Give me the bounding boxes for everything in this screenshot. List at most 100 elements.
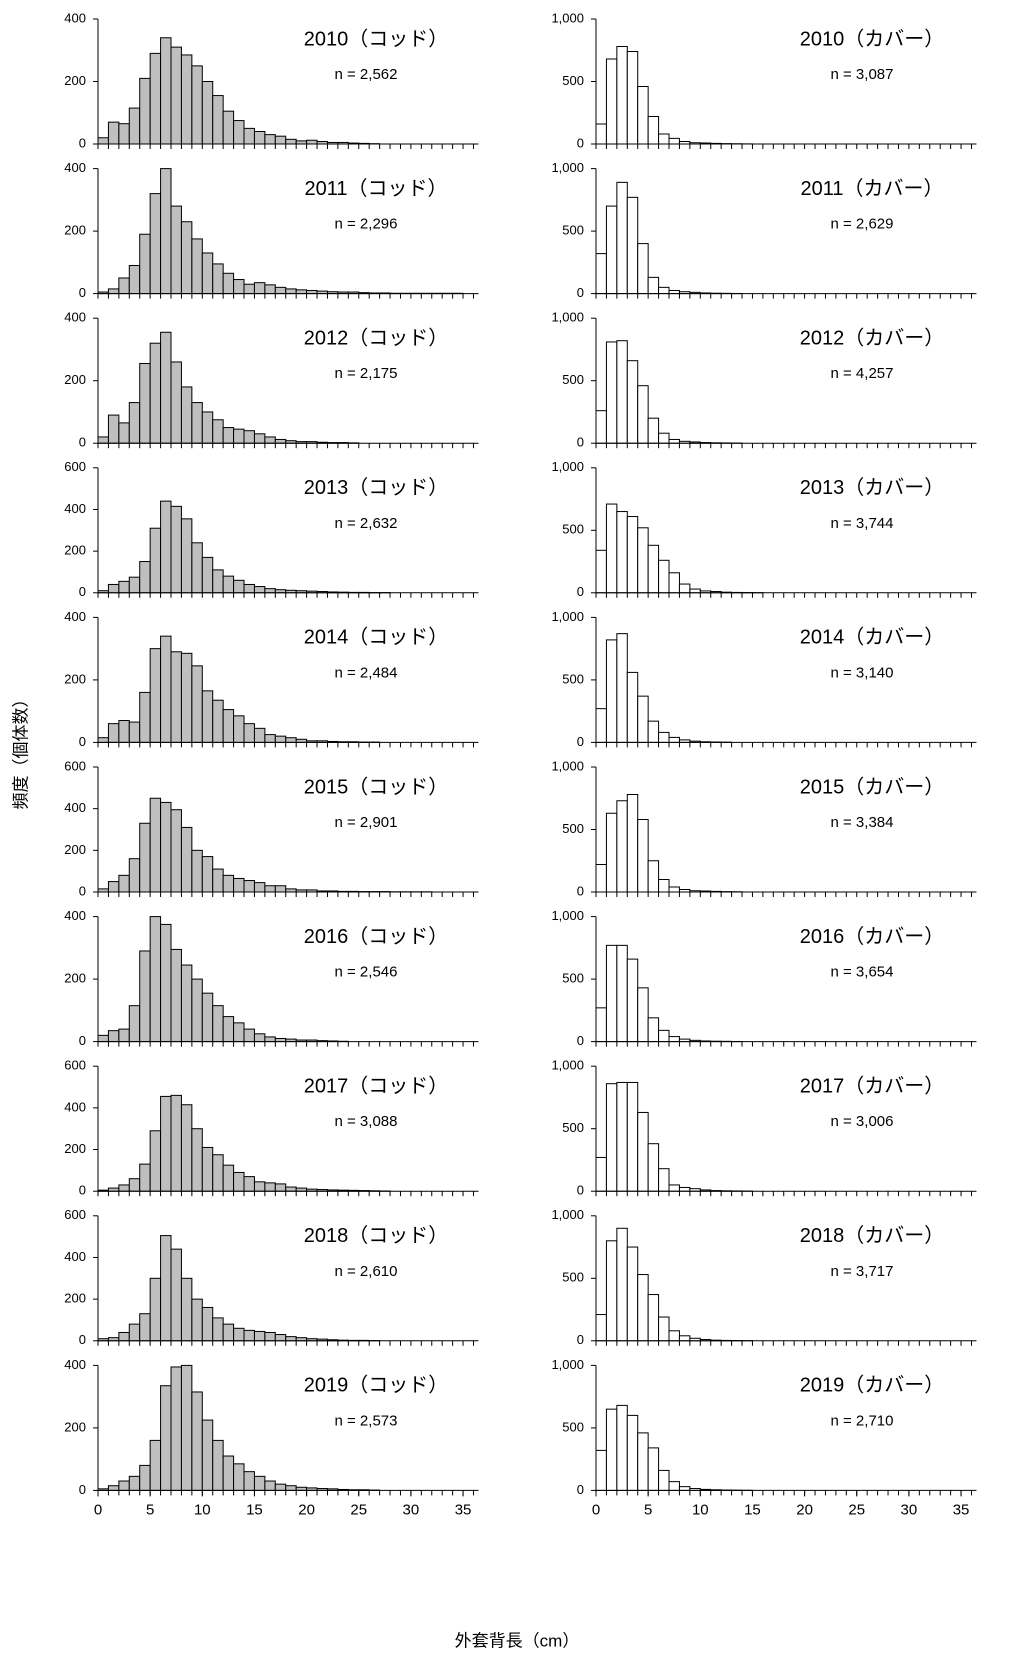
bar bbox=[107, 881, 120, 893]
bar bbox=[170, 46, 182, 145]
panel-title: 2010（カバー） bbox=[800, 27, 945, 50]
bar bbox=[285, 1336, 297, 1342]
bar bbox=[222, 1016, 235, 1043]
y-tick-label: 400 bbox=[64, 800, 86, 815]
bar bbox=[595, 410, 607, 444]
bar bbox=[264, 588, 276, 594]
bar bbox=[107, 583, 120, 594]
bar bbox=[212, 868, 224, 893]
bar bbox=[264, 134, 276, 145]
sample-size: n = 4,257 bbox=[831, 365, 894, 382]
bar bbox=[605, 1240, 618, 1342]
y-tick-label: 600 bbox=[64, 758, 86, 773]
bar bbox=[212, 263, 224, 295]
panel-title: 2014（コッド） bbox=[304, 626, 449, 649]
bar bbox=[128, 1178, 141, 1192]
bar bbox=[212, 1005, 224, 1043]
x-tick-label: 0 bbox=[592, 1501, 600, 1518]
bar bbox=[191, 238, 203, 295]
bar bbox=[658, 731, 670, 743]
bar bbox=[605, 341, 618, 444]
x-tick-label: 35 bbox=[455, 1501, 472, 1518]
bar bbox=[118, 1331, 130, 1342]
y-tick-label: 200 bbox=[64, 1141, 86, 1156]
bar bbox=[128, 858, 141, 893]
bar bbox=[180, 386, 193, 444]
bar bbox=[118, 422, 130, 444]
bar bbox=[107, 1485, 120, 1491]
bar bbox=[274, 885, 287, 893]
bar bbox=[253, 1330, 266, 1342]
bar bbox=[139, 822, 151, 893]
bar bbox=[201, 992, 214, 1043]
bar bbox=[243, 1329, 255, 1342]
y-tick-label: 500 bbox=[562, 821, 584, 836]
x-tick-label: 15 bbox=[744, 1501, 761, 1518]
x-tick-label: 20 bbox=[796, 1501, 813, 1518]
bar bbox=[595, 1007, 607, 1043]
y-tick-label: 500 bbox=[562, 522, 584, 537]
sample-size: n = 3,384 bbox=[831, 814, 894, 831]
bar bbox=[233, 1022, 245, 1043]
y-tick-label: 0 bbox=[577, 584, 584, 599]
bar bbox=[191, 665, 203, 743]
bar bbox=[658, 559, 670, 594]
bar bbox=[253, 1181, 266, 1192]
bar bbox=[668, 1184, 680, 1192]
y-tick-label: 200 bbox=[64, 1291, 86, 1306]
y-tick-label: 0 bbox=[79, 883, 86, 898]
y-tick-label: 1,000 bbox=[551, 908, 584, 923]
bar bbox=[678, 583, 691, 594]
bar bbox=[595, 123, 607, 145]
bar bbox=[605, 944, 618, 1043]
bar bbox=[595, 1156, 607, 1192]
panel-title: 2019（カバー） bbox=[800, 1374, 945, 1397]
y-tick-label: 0 bbox=[79, 1033, 86, 1048]
bar bbox=[191, 978, 203, 1043]
bar bbox=[637, 1274, 649, 1342]
sample-size: n = 2,484 bbox=[335, 664, 398, 681]
x-tick-label: 5 bbox=[644, 1501, 652, 1518]
y-tick-label: 0 bbox=[79, 1183, 86, 1198]
y-tick-label: 500 bbox=[562, 1270, 584, 1285]
bar bbox=[201, 1146, 214, 1192]
sample-size: n = 2,901 bbox=[335, 814, 398, 831]
y-tick-label: 400 bbox=[64, 160, 86, 175]
bar bbox=[222, 272, 235, 295]
panel-title: 2011（コッド） bbox=[304, 177, 447, 200]
bar bbox=[222, 1323, 235, 1342]
bar bbox=[233, 1327, 245, 1342]
bar bbox=[170, 948, 182, 1043]
bar bbox=[285, 288, 297, 295]
y-tick-label: 0 bbox=[577, 285, 584, 300]
y-tick-label: 1,000 bbox=[551, 1357, 584, 1372]
bar bbox=[222, 427, 235, 444]
y-tick-label: 500 bbox=[562, 971, 584, 986]
bar bbox=[243, 1176, 255, 1192]
sample-size: n = 2,710 bbox=[831, 1412, 894, 1429]
bar bbox=[149, 342, 162, 444]
bar bbox=[616, 511, 628, 594]
bar bbox=[285, 1485, 297, 1491]
bar bbox=[180, 1104, 193, 1192]
bar bbox=[139, 363, 151, 444]
bar bbox=[637, 527, 649, 594]
bar bbox=[139, 950, 151, 1043]
bar bbox=[626, 516, 639, 594]
bar bbox=[253, 282, 266, 295]
bar bbox=[626, 1414, 639, 1491]
bar bbox=[170, 1094, 182, 1192]
x-tick-label: 15 bbox=[246, 1501, 263, 1518]
bar bbox=[118, 580, 130, 594]
bar bbox=[595, 549, 607, 594]
y-tick-label: 200 bbox=[64, 73, 86, 88]
bar bbox=[274, 735, 287, 743]
bar bbox=[139, 1163, 151, 1192]
bar bbox=[170, 361, 182, 444]
bar bbox=[149, 916, 162, 1043]
bar bbox=[264, 734, 276, 743]
panel-title: 2019（コッド） bbox=[304, 1374, 449, 1397]
bar bbox=[605, 503, 618, 594]
bar bbox=[160, 1095, 172, 1192]
panel-title: 2013（カバー） bbox=[800, 476, 945, 499]
